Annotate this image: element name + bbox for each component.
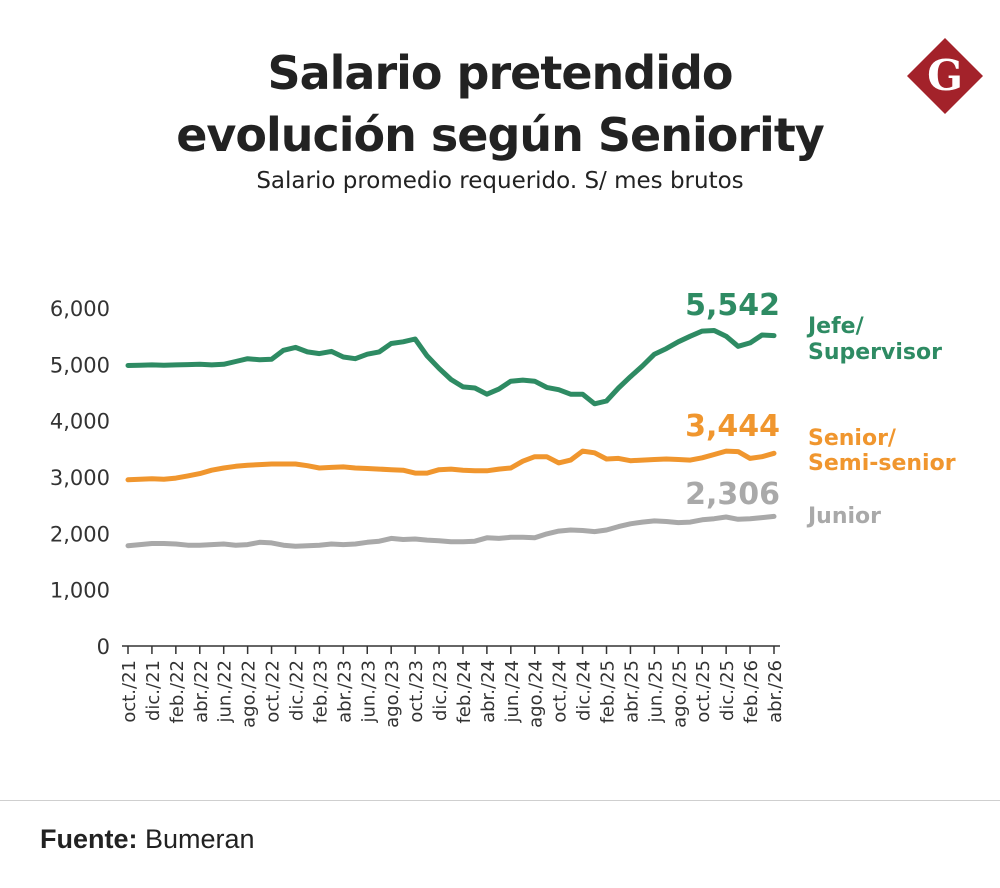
series-name-label-jefe: Jefe/	[806, 314, 865, 339]
chart-title: Salario pretendido evolución según Senio…	[0, 42, 1000, 166]
x-tick-label: feb./22	[167, 660, 188, 724]
x-tick-label: abr./22	[191, 660, 212, 723]
y-tick-label: 5,000	[50, 353, 110, 377]
x-tick-label: dic./21	[143, 660, 164, 721]
x-tick-label: abr./24	[478, 660, 499, 723]
source-label: Fuente:	[40, 824, 138, 854]
series-line-senior	[125, 448, 777, 483]
x-tick-label: jun./23	[358, 660, 379, 724]
y-tick-label: 6,000	[50, 297, 110, 321]
end-value-label-jefe: 5,542	[685, 288, 780, 323]
x-tick-label: feb./25	[598, 660, 619, 724]
x-tick-label: abr./23	[334, 660, 355, 723]
x-tick-label: ago./22	[239, 660, 260, 728]
x-tick-label: abr./25	[621, 660, 642, 723]
x-tick-label: abr./26	[765, 660, 786, 723]
series-name-label-jefe: Supervisor	[808, 340, 942, 365]
series-line-jefe	[125, 328, 777, 407]
chart-title-line-2: evolución según Seniority	[176, 108, 825, 162]
x-tick-label: oct./25	[693, 660, 714, 723]
brand-logo: G	[907, 38, 983, 114]
x-tick-label: feb./23	[310, 660, 331, 724]
y-tick-label: 3,000	[50, 466, 110, 490]
x-tick-label: ago./23	[382, 660, 403, 728]
chart-subtitle: Salario promedio requerido. S/ mes bruto…	[256, 168, 744, 194]
source-value: Bumeran	[145, 824, 255, 854]
x-tick-label: oct./23	[406, 660, 427, 723]
x-tick-label: oct./24	[550, 660, 571, 723]
series-name-label-junior: Junior	[806, 504, 881, 529]
y-tick-label: 0	[97, 635, 110, 659]
footer-divider	[0, 800, 1000, 801]
x-tick-label: oct./22	[263, 660, 284, 723]
x-tick-label: feb./26	[741, 660, 762, 724]
series-name-label-senior: Senior/	[808, 426, 897, 451]
x-tick-label: dic./24	[574, 660, 595, 721]
end-value-label-senior: 3,444	[685, 409, 780, 444]
y-tick-label: 1,000	[50, 579, 110, 603]
x-tick-label: dic./23	[430, 660, 451, 721]
x-tick-label: dic./22	[286, 660, 307, 721]
x-tick-label: jun./25	[645, 660, 666, 724]
series-labels: 5,542 Jefe/Supervisor 3,444 Senior/Semi-sen…	[685, 288, 956, 529]
y-axis: 0 1,000 2,000 3,000 4,000 5,000 6,000	[50, 297, 110, 659]
x-tick-label: jun./24	[502, 660, 523, 724]
series-line-junior	[125, 513, 777, 549]
x-tick-label: ago./25	[669, 660, 690, 728]
y-tick-label: 2,000	[50, 522, 110, 546]
brand-logo-diamond	[907, 38, 983, 114]
x-tick-label: dic./25	[717, 660, 738, 721]
series-name-label-senior: Semi-senior	[808, 451, 956, 476]
series-lines	[125, 328, 777, 549]
x-tick-label: oct./21	[119, 660, 140, 723]
x-tick-label: ago./24	[526, 660, 547, 728]
end-value-label-junior: 2,306	[685, 477, 780, 512]
x-tick-label: feb./24	[454, 660, 475, 724]
x-axis: oct./21 dic./21 feb./22 abr./22 jun./22 ago./…	[119, 645, 786, 728]
y-tick-label: 4,000	[50, 410, 110, 434]
x-tick-label: jun./22	[215, 660, 236, 724]
source-note: Fuente: Bumeran	[40, 824, 255, 855]
chart-title-line-1: Salario pretendido	[267, 46, 733, 100]
brand-logo-letter: G	[927, 51, 963, 100]
